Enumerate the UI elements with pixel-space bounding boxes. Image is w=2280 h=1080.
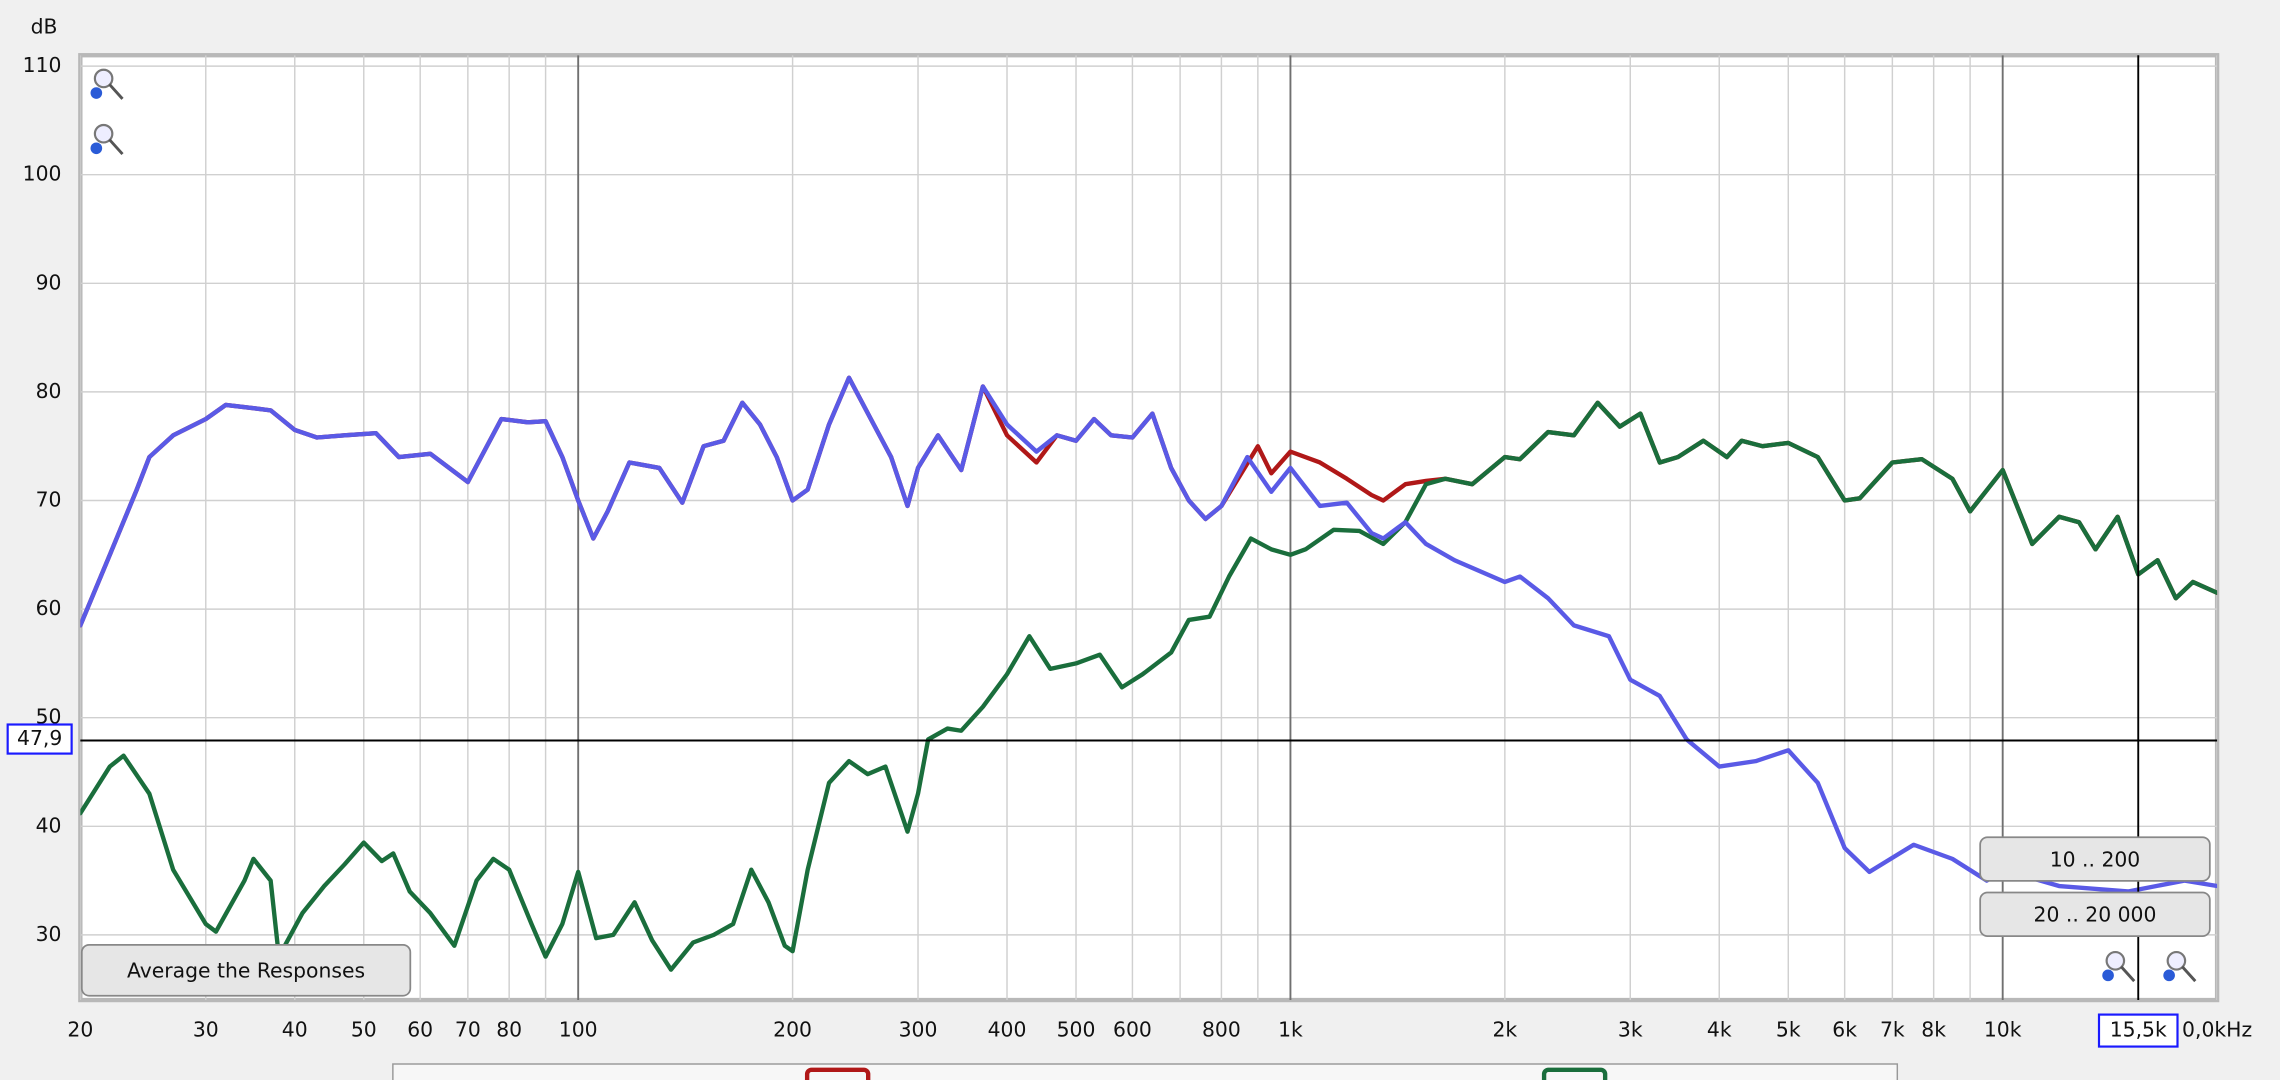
x-tick-label: 80 — [496, 1018, 522, 1042]
response-curve — [80, 400, 2218, 972]
x-tick-label: 500 — [1057, 1018, 1096, 1042]
x-tick-label: 60 — [407, 1018, 433, 1042]
x-tick-label: 7k — [1880, 1018, 1905, 1042]
x-tick-label: 2k — [1492, 1018, 1517, 1042]
zoom-out-icon[interactable] — [90, 123, 124, 156]
x-tick-label: 3k — [1618, 1018, 1643, 1042]
cursor-y-box — [6, 723, 73, 755]
y-tick-label: 110 — [23, 53, 62, 77]
x-tick-label: 20 — [67, 1018, 93, 1042]
grid — [80, 55, 2218, 1001]
cursor-y-label: 47,9 — [17, 726, 62, 750]
x-tick-label: 50 — [351, 1018, 377, 1042]
zoom-in-icon[interactable] — [90, 68, 124, 100]
plot-area — [78, 53, 2220, 1003]
y-tick-label: 90 — [36, 270, 62, 294]
x-tick-label: 10k — [1984, 1018, 2022, 1042]
x-tick-label: 70 — [455, 1018, 481, 1042]
cursor-x-label: 15,5k — [2110, 1018, 2167, 1042]
button-label[interactable]: 20 .. 20 000 — [2034, 903, 2157, 927]
x-tick-label: 4k — [1707, 1018, 1732, 1042]
y-tick-label: 40 — [36, 813, 62, 837]
zoom-out-x-icon[interactable] — [2102, 950, 2136, 983]
button[interactable] — [1979, 836, 2211, 882]
x-tick-label: 40 — [282, 1018, 308, 1042]
x-tick-label: 400 — [988, 1018, 1027, 1042]
y-axis-label: dB — [31, 15, 58, 39]
y-tick-label: 60 — [36, 596, 62, 620]
button-label[interactable]: Average the Responses — [127, 959, 365, 983]
x-tick-label: 5k — [1776, 1018, 1801, 1042]
x-tick-label: 600 — [1113, 1018, 1152, 1042]
x-tick-label: 1k — [1278, 1018, 1303, 1042]
x-tick-label: 30 — [193, 1018, 219, 1042]
y-tick-label: 30 — [36, 922, 62, 946]
x-tick-label: 200 — [773, 1018, 812, 1042]
y-tick-label: 80 — [36, 379, 62, 403]
button[interactable] — [1979, 891, 2211, 937]
x-tick-label: 300 — [899, 1018, 938, 1042]
response-curve — [80, 375, 2218, 894]
x-tick-label: 0,0kHz — [2182, 1018, 2252, 1042]
x-tick-label: 100 — [559, 1018, 598, 1042]
legend-panel — [392, 1063, 1899, 1080]
zoom-in-x-icon[interactable] — [2163, 950, 2197, 983]
curves — [80, 375, 2218, 972]
x-tick-label: 8k — [1921, 1018, 1946, 1042]
x-tick-label: 6k — [1832, 1018, 1857, 1042]
button-label[interactable]: 10 .. 200 — [2050, 848, 2141, 872]
button[interactable] — [80, 943, 412, 997]
legend-swatch[interactable] — [804, 1067, 871, 1080]
y-tick-label: 70 — [36, 487, 62, 511]
x-tick-label: 800 — [1202, 1018, 1241, 1042]
legend-swatch[interactable] — [1541, 1067, 1608, 1080]
y-tick-label: 100 — [23, 162, 62, 186]
cursor-x-box — [2097, 1013, 2179, 1048]
